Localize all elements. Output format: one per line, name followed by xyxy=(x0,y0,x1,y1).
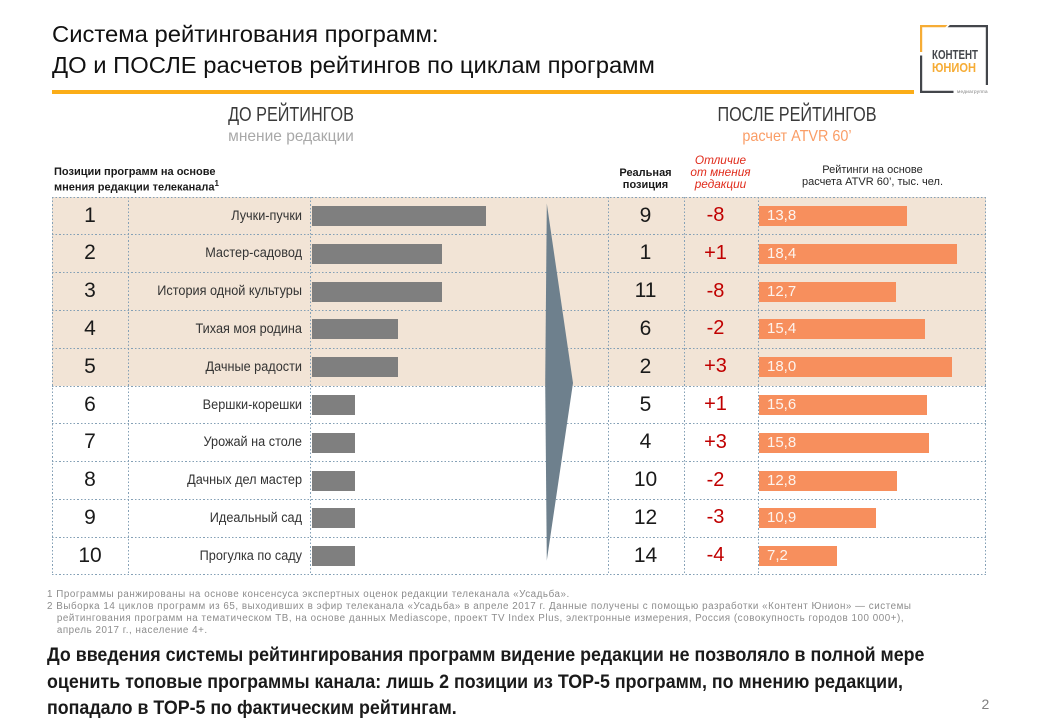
svg-text:КОНТЕНТ: КОНТЕНТ xyxy=(932,47,978,62)
svg-text:медиагруппа: медиагруппа xyxy=(957,89,988,94)
svg-text:ЮНИОН: ЮНИОН xyxy=(932,60,976,75)
